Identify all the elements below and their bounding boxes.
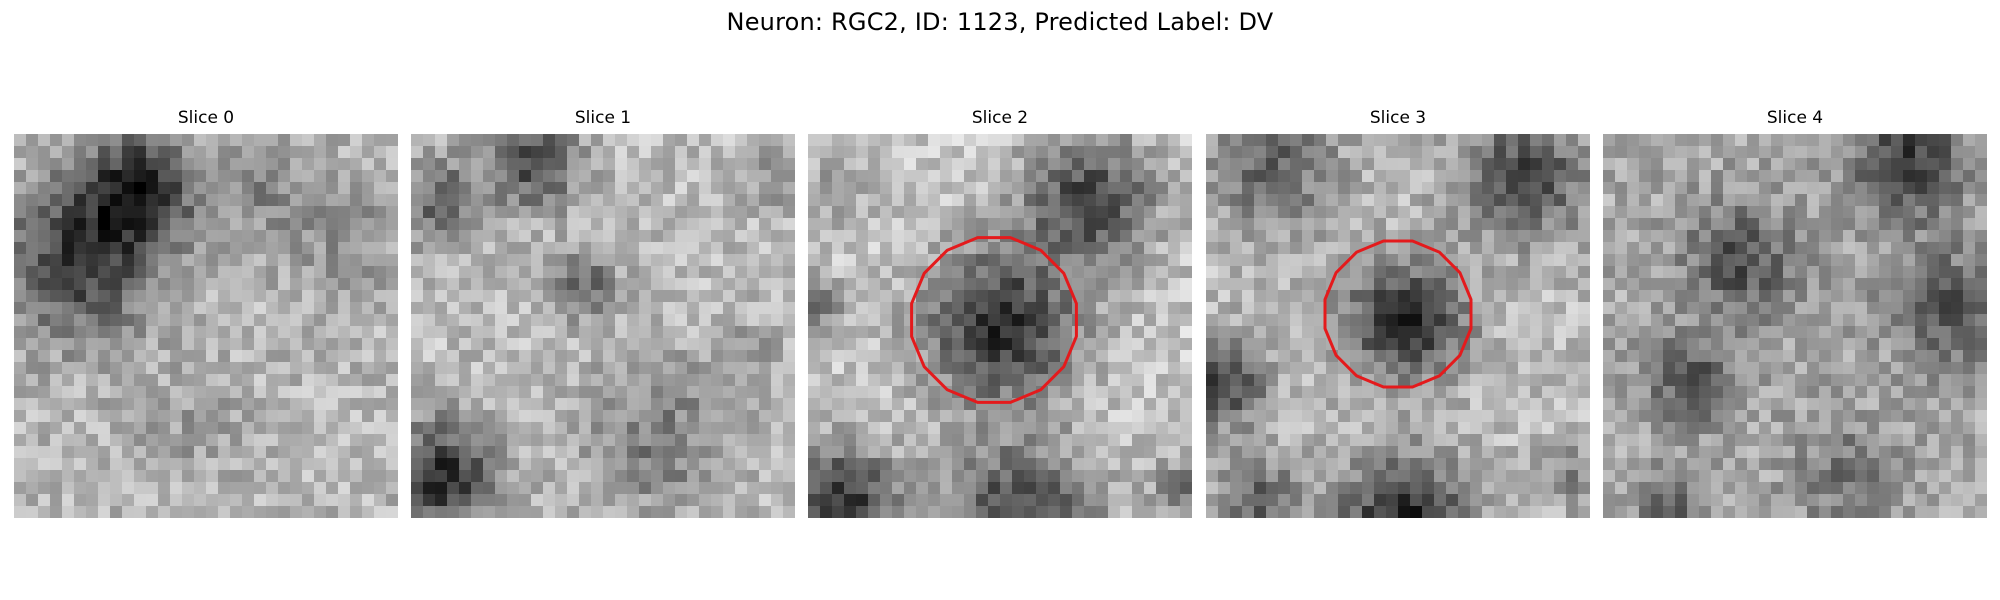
- roi-contour: [1323, 239, 1473, 389]
- slice-title: Slice 4: [1766, 108, 1824, 128]
- slice-image: [1603, 134, 1987, 518]
- slice-title: Slice 3: [1369, 108, 1427, 128]
- slice-title: Slice 0: [177, 108, 235, 128]
- slice-image: [808, 134, 1192, 518]
- roi-contour: [910, 236, 1078, 404]
- slice-image: [1206, 134, 1590, 518]
- figure-title: Neuron: RGC2, ID: 1123, Predicted Label:…: [726, 8, 1274, 36]
- slice-image: [411, 134, 795, 518]
- slice-image: [14, 134, 398, 518]
- slice-title: Slice 2: [971, 108, 1029, 128]
- slice-title: Slice 1: [574, 108, 632, 128]
